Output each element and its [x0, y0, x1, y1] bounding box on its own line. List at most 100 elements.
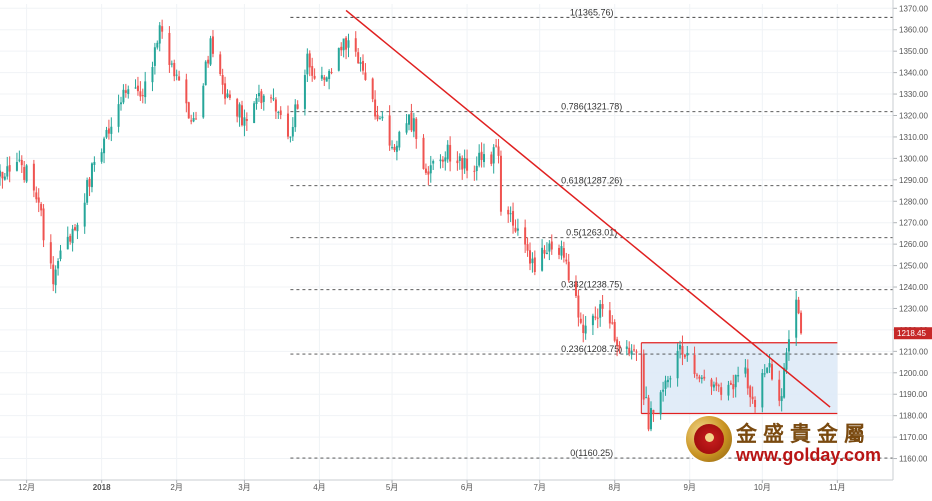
candle [727, 380, 730, 401]
candle-body [359, 62, 362, 64]
candle [441, 156, 444, 168]
candle-body [533, 257, 536, 273]
candle [533, 250, 536, 276]
candle [574, 275, 577, 299]
candle [74, 224, 77, 232]
candle [376, 105, 379, 122]
candle [562, 241, 565, 263]
candle-body [449, 145, 452, 162]
candle [83, 193, 86, 234]
y-tick-label: 1320.00 [899, 111, 928, 120]
candle-body [577, 295, 580, 318]
candle-body [76, 224, 79, 232]
candle-body [330, 72, 333, 74]
candle [272, 88, 275, 102]
candle [40, 202, 43, 217]
candle-body [473, 170, 476, 172]
x-tick-label: 9月 [683, 483, 695, 492]
candle [136, 76, 139, 96]
candle [291, 117, 294, 142]
candle-body [158, 25, 161, 44]
candle [211, 30, 214, 58]
candle [548, 240, 551, 261]
candle-body [204, 61, 207, 86]
candle [492, 144, 495, 174]
x-tick-label: 7月 [533, 483, 545, 492]
x-tick-label: 6月 [461, 483, 473, 492]
candle-body [717, 385, 720, 387]
candle-body [294, 104, 297, 128]
y-tick-label: 1290.00 [899, 176, 928, 185]
candle-body [1, 171, 4, 179]
candle-body [558, 247, 561, 255]
candle [754, 396, 757, 413]
candle-body [507, 209, 510, 215]
candle [449, 136, 452, 172]
y-tick-label: 1360.00 [899, 26, 928, 35]
candle [424, 163, 427, 175]
candle-body [761, 372, 764, 408]
candle-body [371, 78, 374, 100]
candle-body [737, 375, 740, 377]
y-tick-label: 1330.00 [899, 90, 928, 99]
candle-body [286, 113, 289, 137]
candle-body [712, 384, 715, 388]
candle [391, 140, 394, 150]
candle-body [424, 168, 427, 173]
candle-body [703, 376, 706, 379]
candle-body [110, 126, 113, 134]
fib-level-label: 0(1160.25) [570, 448, 613, 458]
candle [260, 88, 263, 110]
candle [473, 165, 476, 181]
candle-body [127, 89, 130, 95]
candle [325, 76, 328, 82]
candle-body [770, 364, 773, 380]
candle-body [120, 102, 123, 105]
candle-body [185, 79, 188, 104]
candle [15, 152, 18, 172]
y-tick-label: 1190.00 [899, 390, 928, 399]
candle [274, 97, 277, 120]
candle [630, 344, 633, 360]
candle-body [625, 346, 628, 349]
candle-body [461, 157, 464, 170]
candle [787, 330, 790, 361]
candle [664, 375, 667, 396]
candle [289, 136, 292, 143]
candle [649, 401, 652, 432]
y-tick-label: 1180.00 [899, 412, 928, 421]
x-tick-label: 11月 [829, 483, 845, 492]
candle-body [611, 322, 614, 324]
candle [202, 83, 205, 119]
candle-body [562, 248, 565, 258]
candle [204, 60, 207, 86]
candle-body [272, 98, 275, 100]
y-tick-label: 1280.00 [899, 197, 928, 206]
candle-body [57, 260, 60, 269]
candle-body [526, 244, 529, 251]
candle-body [117, 104, 120, 127]
candle [228, 90, 231, 101]
candle [458, 153, 461, 170]
fib-level-label: 0.382(1238.75) [561, 280, 622, 290]
candle-body [122, 89, 125, 103]
candle-body [42, 208, 45, 241]
fib-level-label: 0.5(1263.01) [566, 228, 617, 238]
candle-body [296, 104, 299, 109]
candle [734, 374, 737, 398]
candle [207, 55, 210, 68]
candle [577, 289, 580, 327]
candle-body [579, 318, 582, 323]
candle [294, 99, 297, 132]
candle-body [303, 75, 306, 109]
candle [427, 166, 430, 186]
candle [412, 112, 415, 138]
candle-body [512, 211, 515, 226]
candle [168, 26, 171, 73]
candle [475, 156, 478, 181]
candle [296, 100, 299, 110]
candle [86, 177, 89, 206]
candle [393, 144, 396, 153]
